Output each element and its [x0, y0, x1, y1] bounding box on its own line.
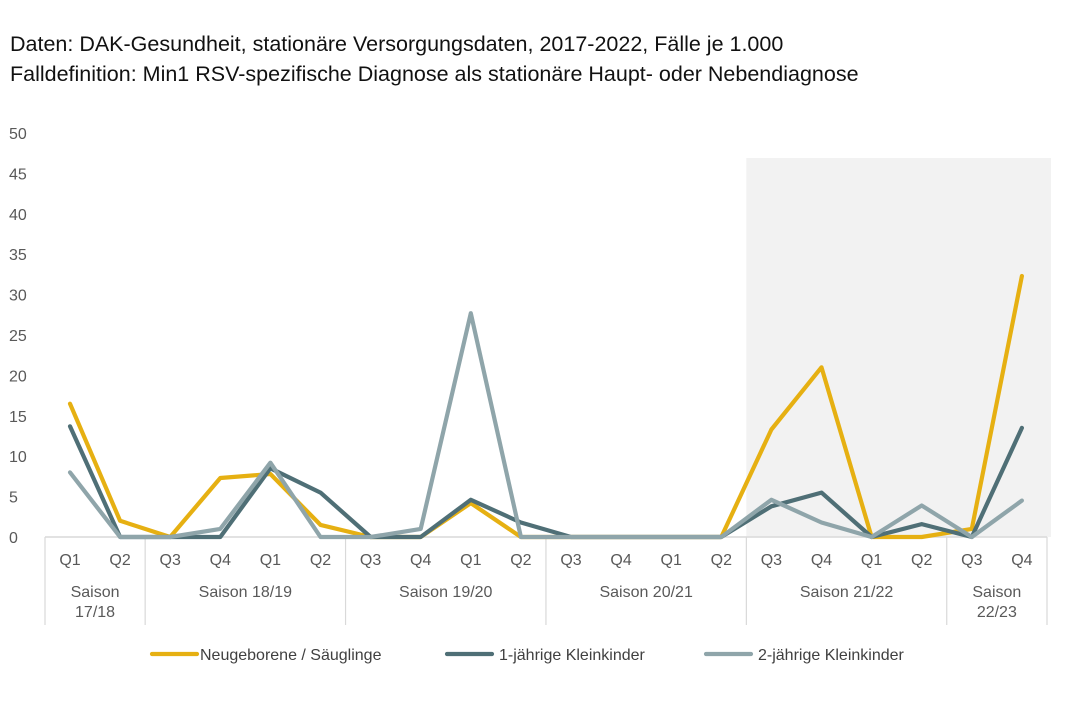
season-label: Saison [972, 584, 1021, 601]
x-tick-label: Q2 [711, 552, 732, 569]
x-tick-label: Q1 [260, 552, 281, 569]
season-label: Saison 21/22 [800, 584, 894, 601]
legend-label: 2-jährige Kleinkinder [758, 647, 905, 664]
series-line-2 [67, 424, 1025, 540]
x-tick-label: Q3 [761, 552, 782, 569]
y-tick-label: 35 [9, 247, 27, 264]
x-tick-label: Q4 [410, 552, 431, 569]
y-tick-label: 5 [9, 490, 18, 507]
chart-subtitle: Falldefinition: Min1 RSV-spezifische Dia… [10, 62, 859, 86]
x-tick-label: Q1 [59, 552, 80, 569]
x-tick-label: Q1 [861, 552, 882, 569]
y-tick-label: 0 [9, 530, 18, 547]
x-tick-label: Q4 [610, 552, 631, 569]
season-label: Saison 19/20 [399, 584, 493, 601]
highlight-region [746, 158, 1051, 537]
y-tick-label: 25 [9, 328, 27, 345]
season-label: 22/23 [977, 604, 1017, 621]
season-label: Saison 20/21 [599, 584, 693, 601]
x-tick-label: Q3 [961, 552, 982, 569]
y-tick-label: 30 [9, 288, 27, 305]
x-tick-label: Q4 [210, 552, 231, 569]
chart-title: Daten: DAK-Gesundheit, stationäre Versor… [10, 32, 784, 56]
y-tick-label: 40 [9, 207, 27, 224]
legend-label: 1-jährige Kleinkinder [499, 647, 646, 664]
x-tick-label: Q3 [560, 552, 581, 569]
legend-label: Neugeborene / Säuglinge [200, 647, 382, 664]
y-tick-label: 10 [9, 449, 27, 466]
y-tick-label: 20 [9, 368, 27, 385]
y-tick-label: 50 [9, 126, 27, 143]
x-tick-label: Q3 [360, 552, 381, 569]
season-label: Saison [71, 584, 120, 601]
y-tick-label: 15 [9, 409, 27, 426]
x-tick-label: Q2 [310, 552, 331, 569]
x-tick-label: Q4 [811, 552, 832, 569]
x-tick-label: Q2 [109, 552, 130, 569]
y-tick-label: 45 [9, 166, 27, 183]
x-tick-label: Q1 [460, 552, 481, 569]
x-tick-label: Q4 [1011, 552, 1032, 569]
x-tick-label: Q2 [510, 552, 531, 569]
season-label: 17/18 [75, 604, 115, 621]
x-tick-label: Q2 [911, 552, 932, 569]
x-tick-label: Q1 [661, 552, 682, 569]
season-label: Saison 18/19 [199, 584, 293, 601]
series-line-3 [67, 311, 1025, 540]
x-tick-label: Q3 [160, 552, 181, 569]
